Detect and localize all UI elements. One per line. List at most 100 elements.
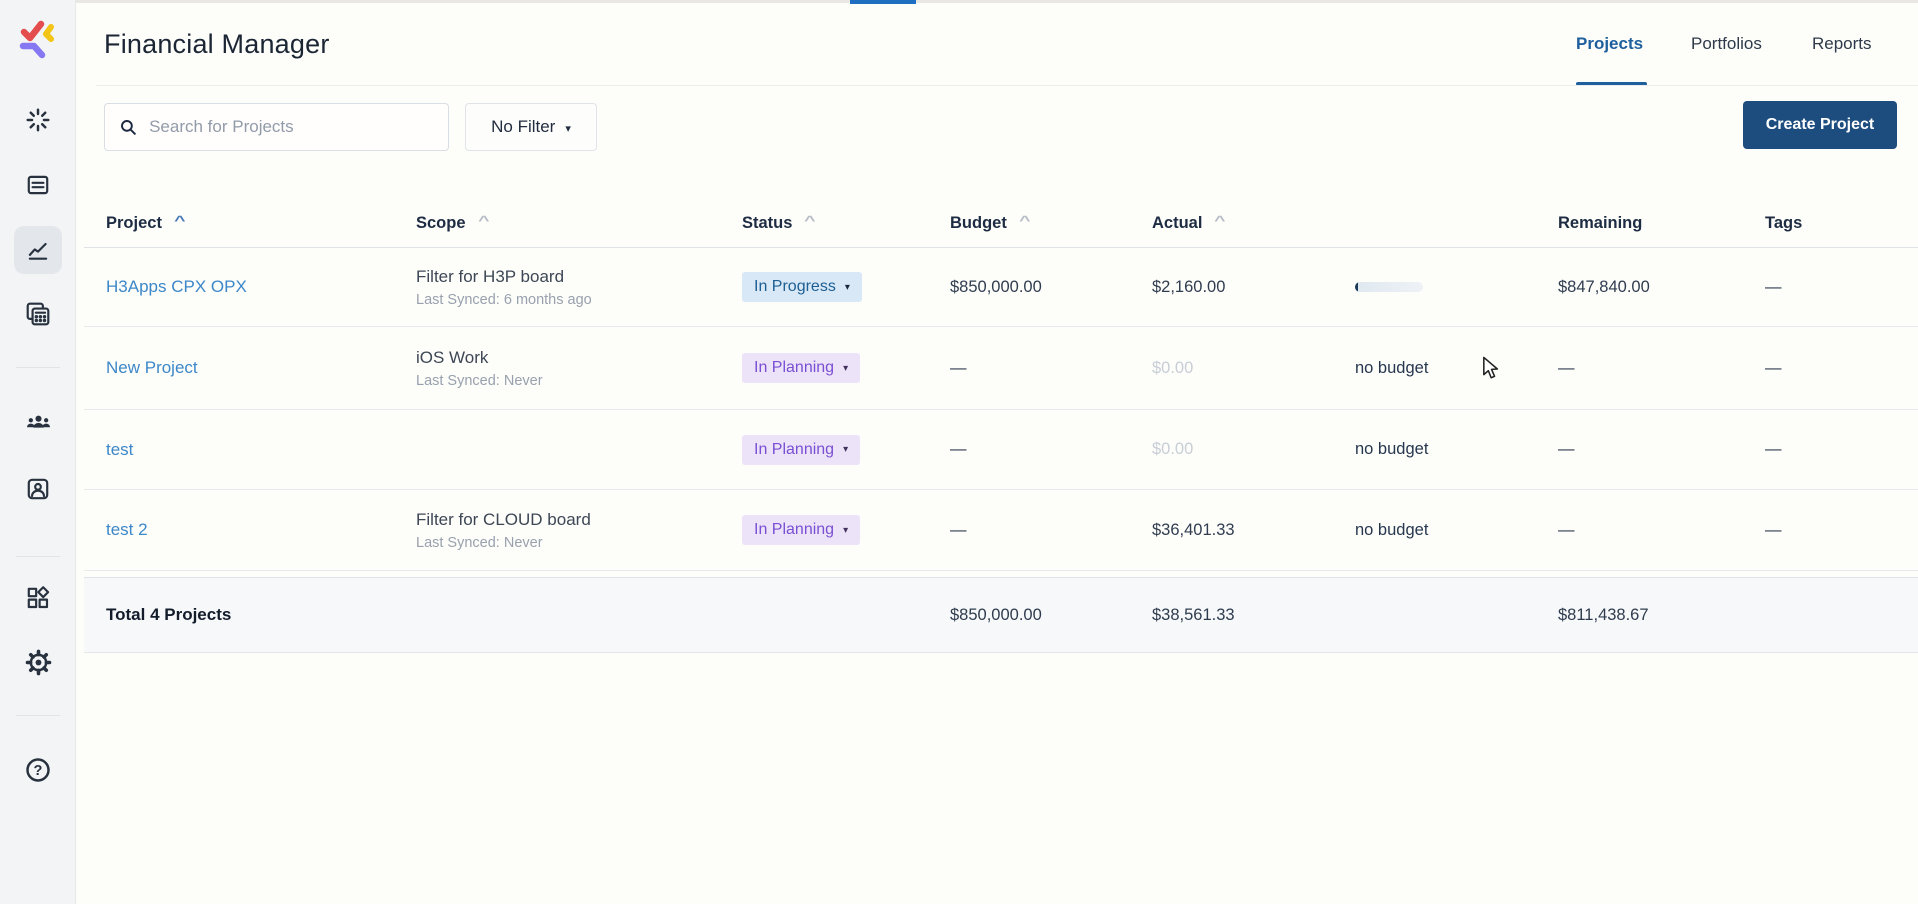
remaining-value: $847,840.00 (1558, 277, 1650, 296)
column-header-actual[interactable]: Actual ^ (1152, 213, 1226, 232)
budget-value: — (950, 520, 967, 539)
tags-value: — (1765, 277, 1782, 296)
project-search[interactable] (104, 103, 449, 151)
budget-usage-text: no budget (1355, 358, 1429, 377)
totals-actual: $38,561.33 (1152, 605, 1235, 624)
totals-row: Total 4 Projects $850,000.00 $38,561.33 … (84, 577, 1918, 653)
column-header-remaining: Remaining (1558, 214, 1643, 232)
filter-label: No Filter (491, 117, 556, 136)
widgets-icon (27, 586, 50, 609)
column-header-status[interactable]: Status ^ (742, 213, 816, 232)
help-icon: ? (26, 758, 50, 782)
status-badge[interactable]: In Progress ▾ (742, 272, 862, 302)
budget-value: $850,000.00 (950, 277, 1042, 296)
budget-value: — (950, 440, 967, 458)
totals-label: Total 4 Projects (106, 605, 232, 624)
sidebar-item-apps[interactable] (14, 574, 62, 622)
tab-projects[interactable]: Projects (1576, 34, 1644, 53)
filter-dropdown[interactable]: No Filter ▾ (465, 103, 597, 151)
scope-text: Filter for CLOUD board (416, 509, 591, 529)
contact-card-icon (27, 478, 49, 500)
sidebar-item-documents[interactable] (14, 161, 62, 209)
sidebar-item-teams[interactable] (14, 398, 62, 446)
budget-value: — (950, 358, 967, 377)
column-header-budget[interactable]: Budget ^ (950, 213, 1031, 232)
scope-last-synced: Last Synced: Never (416, 534, 543, 551)
trend-chart-icon (28, 242, 48, 260)
scope-last-synced: Last Synced: 6 months ago (416, 291, 592, 308)
actual-value: $2,160.00 (1152, 277, 1226, 296)
people-group-icon (26, 415, 50, 428)
svg-text:?: ? (34, 763, 43, 779)
budget-usage-bar (1355, 282, 1423, 292)
search-icon (121, 119, 136, 135)
status-label: In Planning (754, 440, 835, 458)
project-link[interactable]: H3Apps CPX OPX (106, 277, 247, 296)
project-link[interactable]: test 2 (106, 520, 148, 539)
table-row: New Project iOS Work Last Synced: Never … (84, 327, 1918, 410)
gear-icon (25, 649, 51, 675)
sidebar-item-budgets[interactable] (14, 290, 62, 338)
scope-text: Filter for H3P board (416, 266, 565, 286)
page-title: Financial Manager (104, 29, 330, 59)
remaining-value: — (1558, 520, 1575, 539)
totals-remaining: $811,438.67 (1558, 605, 1649, 624)
search-input[interactable] (149, 117, 434, 137)
totals-budget: $850,000.00 (950, 605, 1042, 624)
project-link[interactable]: New Project (106, 358, 198, 377)
column-header-project[interactable]: Project ^ (106, 213, 186, 232)
scope-cell: Filter for CLOUD board Last Synced: Neve… (416, 490, 591, 570)
status-label: In Progress (754, 278, 836, 295)
tab-portfolios[interactable]: Portfolios (1691, 34, 1762, 53)
tags-value: — (1765, 440, 1782, 458)
table-row: test In Planning ▾ — $0.00 no budget — — (84, 410, 1918, 490)
table-header: Project ^ Scope ^ Status ^ Budget ^ Actu… (84, 200, 1918, 248)
sidebar-item-activity[interactable] (14, 96, 62, 144)
remaining-value: — (1558, 358, 1575, 377)
remaining-value: — (1558, 440, 1575, 458)
budget-usage-fill (1355, 282, 1358, 292)
status-badge[interactable]: In Planning ▾ (742, 515, 861, 545)
calculator-copy-icon (26, 302, 50, 326)
sort-asc-icon[interactable]: ^ (174, 213, 186, 228)
caret-down-icon: ▾ (843, 524, 849, 536)
sidebar-item-settings[interactable] (14, 638, 62, 686)
column-header-scope[interactable]: Scope ^ (416, 213, 490, 232)
document-icon (27, 175, 49, 195)
sidebar-divider (16, 367, 60, 368)
sort-asc-icon[interactable]: ^ (1214, 213, 1226, 228)
sort-asc-icon[interactable]: ^ (1018, 213, 1031, 228)
caret-down-icon: ▾ (843, 362, 849, 374)
budget-usage-cell (1355, 248, 1423, 326)
scope-cell: Filter for H3P board Last Synced: 6 mont… (416, 248, 592, 326)
caret-down-icon: ▾ (844, 281, 850, 293)
budget-usage-text: no budget (1355, 520, 1429, 539)
create-project-button[interactable]: Create Project (1743, 101, 1897, 149)
mouse-cursor (1483, 356, 1499, 379)
loading-progress-bar (850, 0, 916, 4)
scope-text: iOS Work (416, 347, 489, 367)
burst-icon (26, 108, 50, 132)
scope-cell: iOS Work Last Synced: Never (416, 327, 543, 409)
table-row: test 2 Filter for CLOUD board Last Synce… (84, 490, 1918, 571)
sort-asc-icon[interactable]: ^ (804, 213, 816, 228)
sidebar-item-help[interactable]: ? (14, 746, 62, 794)
sort-asc-icon[interactable]: ^ (477, 213, 490, 228)
column-header-tags: Tags (1765, 214, 1803, 232)
sidebar-item-financials[interactable] (14, 226, 62, 274)
budget-usage-text: no budget (1355, 440, 1429, 458)
top-strip (0, 0, 1918, 3)
status-badge[interactable]: In Planning ▾ (742, 353, 861, 383)
status-label: In Planning (754, 521, 835, 538)
actual-value: $0.00 (1152, 440, 1194, 458)
caret-down-icon: ▾ (843, 444, 849, 455)
sidebar-item-contacts[interactable] (14, 465, 62, 513)
tab-reports[interactable]: Reports (1812, 34, 1872, 53)
budget-usage-cell: no budget (1355, 327, 1428, 409)
project-link[interactable]: test (106, 439, 134, 459)
status-badge[interactable]: In Planning ▾ (742, 434, 861, 465)
sidebar: ? (0, 0, 76, 904)
sidebar-divider (16, 556, 60, 557)
status-label: In Planning (754, 359, 835, 376)
caret-down-icon: ▾ (565, 122, 571, 135)
